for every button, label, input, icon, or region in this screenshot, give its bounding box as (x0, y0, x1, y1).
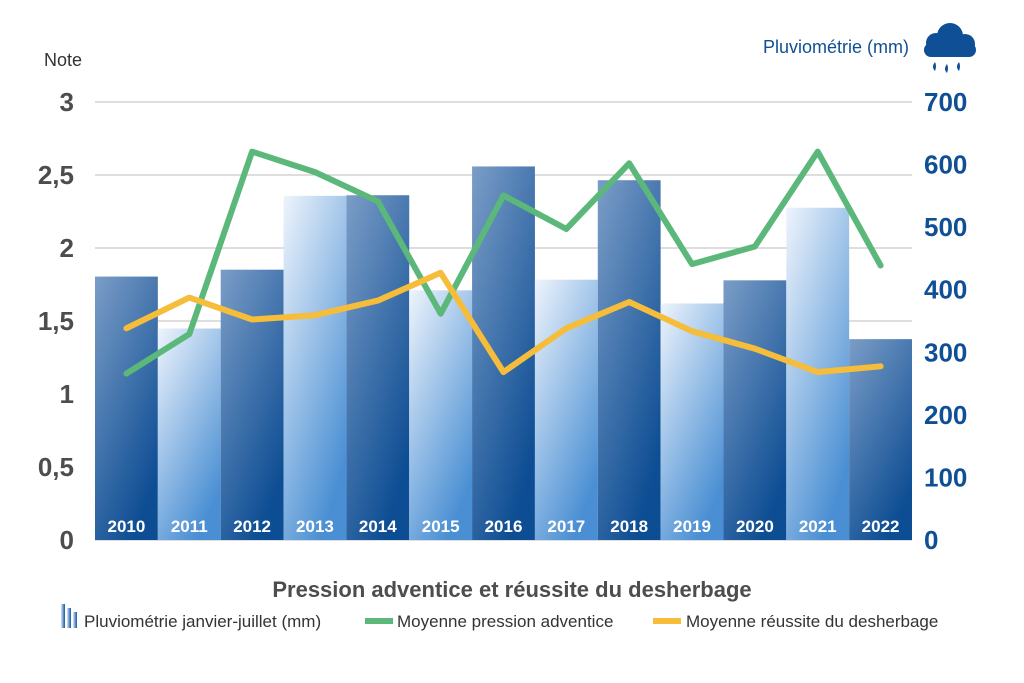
legend-label-success: Moyenne réussite du desherbage (686, 612, 938, 631)
right-axis-ticks: 0 100 200 300 400 500 600 700 (924, 87, 967, 555)
right-tick-label: 0 (924, 525, 938, 555)
category-label: 2020 (736, 517, 774, 536)
right-tick-label: 700 (924, 87, 967, 117)
left-axis-ticks: 0 0,5 1 1,5 2 2,5 3 (38, 87, 74, 555)
category-labels: 2010 2011 2012 2013 2014 2015 2016 2017 2018 2019… (108, 517, 900, 536)
category-label: 2021 (799, 517, 837, 536)
left-tick-label: 0,5 (38, 452, 74, 482)
legend-item-success: Moyenne réussite du desherbage (653, 612, 938, 631)
right-tick-label: 500 (924, 212, 967, 242)
category-label: 2014 (359, 517, 397, 536)
series-lines (123, 148, 884, 377)
category-label: 2016 (485, 517, 523, 536)
legend-item-pressure: Moyenne pression adventice (365, 612, 613, 631)
rain-cloud-icon (924, 23, 976, 73)
bar-2019 (660, 303, 724, 540)
right-tick-label: 200 (924, 400, 967, 430)
right-axis-title: Pluviométrie (mm) (763, 37, 909, 57)
bar-2017 (534, 279, 598, 540)
right-tick-label: 600 (924, 150, 967, 180)
left-axis-title: Note (44, 50, 82, 70)
bars (95, 166, 912, 540)
line-reussite-desherbage (123, 269, 884, 376)
category-label: 2022 (862, 517, 900, 536)
category-label: 2010 (108, 517, 146, 536)
left-tick-label: 1 (60, 379, 74, 409)
legend-label-pressure: Moyenne pression adventice (397, 612, 613, 631)
right-tick-label: 300 (924, 337, 967, 367)
legend-label-rainfall: Pluviométrie janvier-juillet (mm) (84, 612, 321, 631)
left-tick-label: 2,5 (38, 160, 74, 190)
bar-2014 (346, 195, 410, 540)
left-tick-label: 2 (60, 233, 74, 263)
left-tick-label: 1,5 (38, 306, 74, 336)
category-label: 2012 (233, 517, 271, 536)
right-tick-label: 100 (924, 462, 967, 492)
line-pressure-adventice (123, 148, 884, 377)
category-label: 2015 (422, 517, 460, 536)
chart-title: Pression adventice et réussite du desher… (272, 577, 751, 602)
category-label: 2013 (296, 517, 334, 536)
category-label: 2011 (171, 517, 208, 536)
bar-2018 (597, 180, 661, 540)
category-label: 2018 (610, 517, 648, 536)
bar-2022 (849, 339, 912, 540)
bar-2011 (157, 328, 221, 540)
bar-2013 (283, 195, 347, 540)
left-tick-label: 3 (60, 87, 74, 117)
left-tick-label: 0 (60, 525, 74, 555)
bar-2015 (409, 290, 473, 540)
bar-2020 (723, 280, 787, 540)
category-label: 2019 (673, 517, 711, 536)
legend-item-rainfall: Pluviométrie janvier-juillet (mm) (61, 604, 321, 631)
right-tick-label: 400 (924, 275, 967, 305)
legend: Pluviométrie janvier-juillet (mm) Moyenn… (61, 604, 938, 631)
legend-swatch-rainfall (61, 604, 65, 628)
category-label: 2017 (547, 517, 585, 536)
